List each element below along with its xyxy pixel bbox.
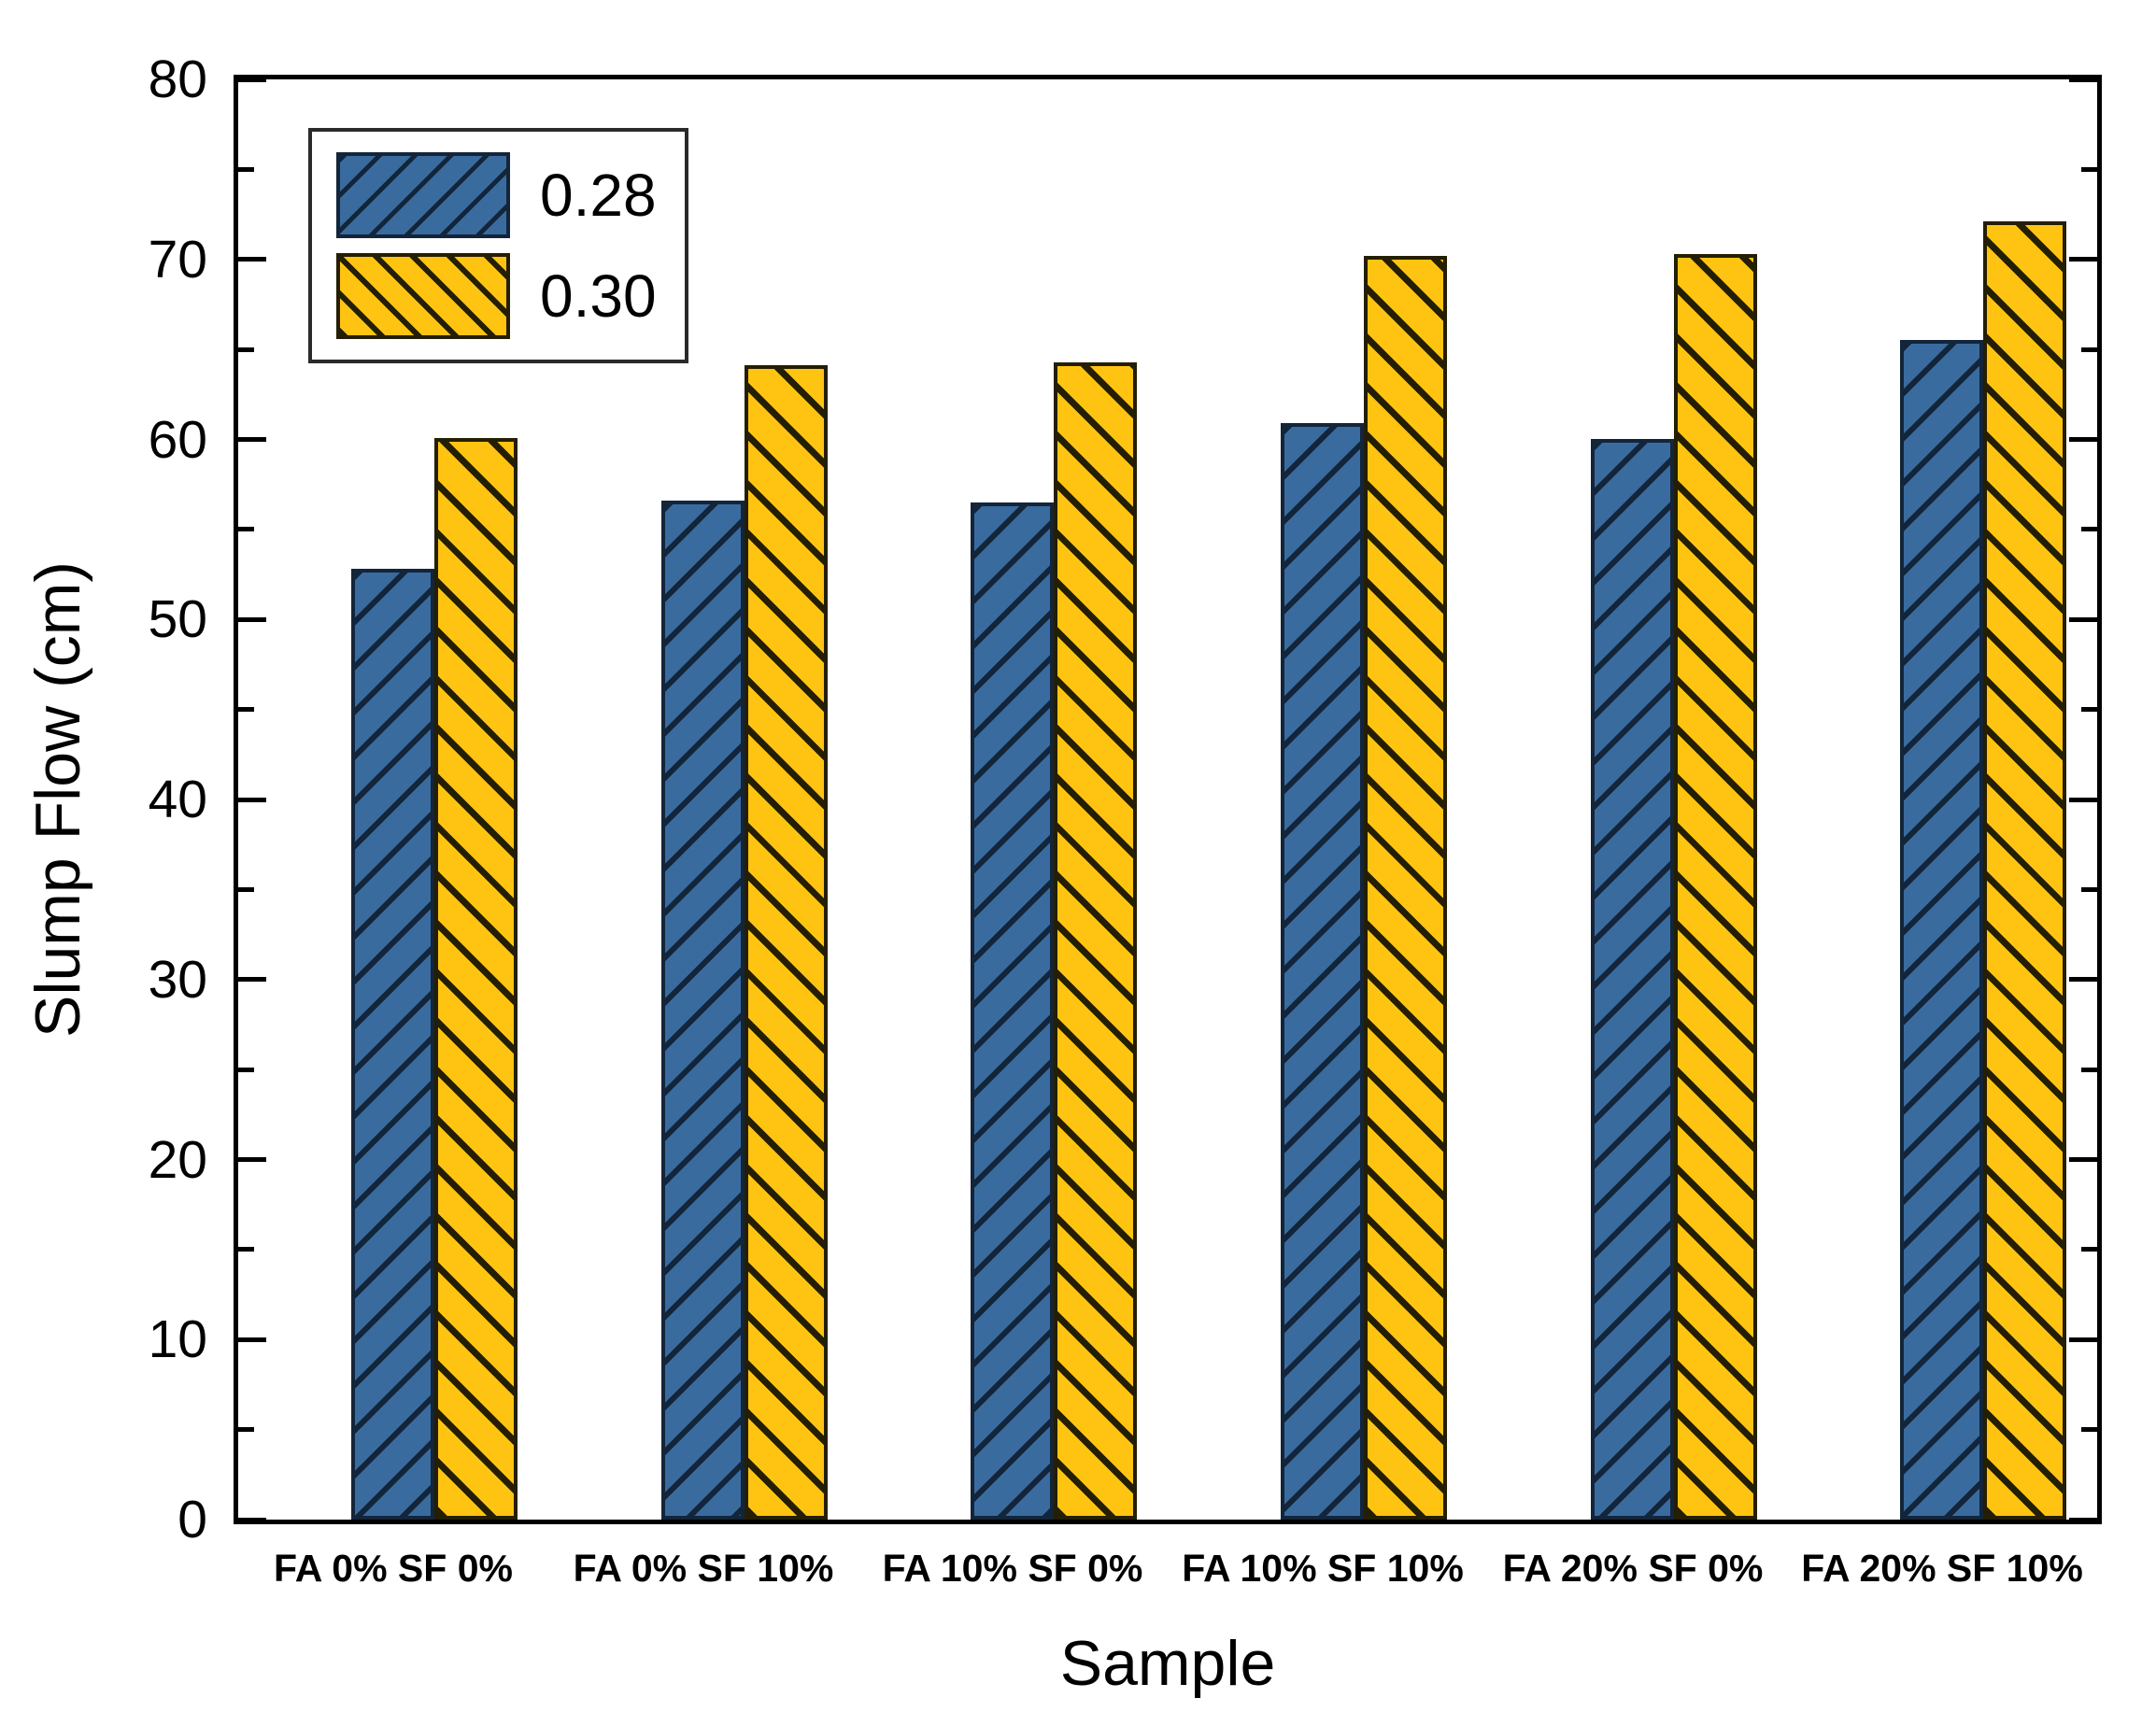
bar-0.30-FA 0% SF 10% [744,365,828,1520]
y-minor-tick [238,1427,254,1432]
x-category-label: FA 20% SF 10% [1801,1547,2083,1590]
y-major-tick [238,257,266,262]
bar-0.28-FA 20% SF 0% [1590,439,1674,1520]
bar-0.30-FA 20% SF 0% [1673,254,1757,1520]
y-tick-label: 40 [148,770,207,829]
bar-0.28-FA 10% SF 10% [1281,423,1364,1520]
x-axis-title: Sample [1059,1628,1276,1699]
y-minor-tick [238,347,254,352]
x-category-label: FA 20% SF 0% [1502,1547,1764,1590]
y-major-tick [238,977,266,982]
y-tick-label: 70 [148,230,207,290]
y-major-tick [2069,1337,2097,1342]
y-minor-tick [2081,707,2097,712]
legend-label-0.28: 0.28 [540,162,657,229]
y-major-tick [2069,977,2097,982]
y-minor-tick [2081,347,2097,352]
y-major-tick [2069,617,2097,622]
legend: 0.28 0.30 [308,128,688,363]
y-minor-tick [238,887,254,892]
legend-swatch-0.28 [336,152,510,238]
bar-0.28-FA 0% SF 10% [660,501,745,1520]
y-major-tick [2069,437,2097,442]
y-major-tick [238,617,266,622]
y-major-tick [238,1337,266,1342]
y-minor-tick [2081,167,2097,172]
y-major-tick [2069,1518,2097,1522]
bar-0.30-FA 0% SF 0% [434,438,518,1520]
y-major-tick [238,798,266,802]
y-minor-tick [238,1068,254,1072]
y-minor-tick [2081,527,2097,531]
bar-0.30-FA 10% SF 10% [1364,256,1447,1520]
y-minor-tick [2081,1247,2097,1252]
y-tick-label: 30 [148,950,207,1010]
y-tick-label: 60 [148,410,207,470]
y-minor-tick [2081,1068,2097,1072]
y-tick-label: 50 [148,589,207,649]
bar-0.28-FA 20% SF 10% [1900,340,1984,1520]
y-tick-label: 0 [177,1490,207,1549]
plot-area: 0.28 0.30 [234,75,2102,1524]
bar-0.30-FA 20% SF 10% [1983,221,2067,1520]
y-tick-label: 80 [148,50,207,109]
y-tick-label: 20 [148,1130,207,1190]
y-major-tick [238,1518,266,1522]
y-minor-tick [2081,887,2097,892]
bar-0.28-FA 10% SF 0% [971,502,1055,1520]
y-major-tick [238,437,266,442]
y-minor-tick [238,167,254,172]
y-major-tick [238,78,266,82]
bar-0.30-FA 10% SF 0% [1054,362,1138,1520]
x-category-label: FA 10% SF 0% [882,1547,1143,1590]
legend-swatch-0.30 [336,253,510,339]
legend-row: 0.28 [336,152,657,238]
bars-layer [238,79,2097,1520]
y-major-tick [2069,1157,2097,1162]
y-major-tick [2069,78,2097,82]
y-minor-tick [238,527,254,531]
y-minor-tick [238,1247,254,1252]
ticks-layer [238,78,2097,1522]
y-minor-tick [2081,1427,2097,1432]
y-tick-label: 10 [148,1309,207,1369]
legend-label-0.30: 0.30 [540,262,657,330]
x-category-label: FA 0% SF 0% [274,1547,513,1590]
x-category-label: FA 0% SF 10% [573,1547,834,1590]
y-major-tick [2069,257,2097,262]
y-major-tick [2069,798,2097,802]
legend-row: 0.30 [336,253,657,339]
y-major-tick [238,1157,266,1162]
x-category-label: FA 10% SF 10% [1182,1547,1464,1590]
bar-0.28-FA 0% SF 0% [351,569,434,1520]
y-minor-tick [238,707,254,712]
